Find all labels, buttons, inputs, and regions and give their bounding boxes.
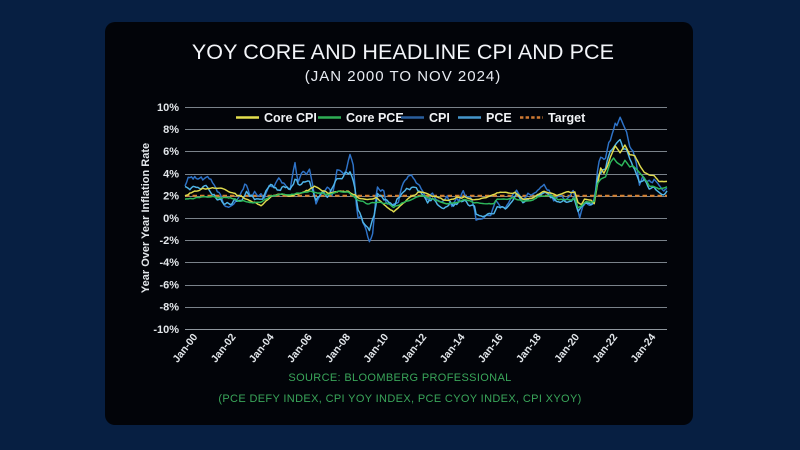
svg-text:Jan-00: Jan-00 xyxy=(170,331,200,365)
svg-text:Jan-02: Jan-02 xyxy=(209,331,239,365)
svg-text:Core CPI: Core CPI xyxy=(264,111,317,125)
svg-text:Year Over Year Inflation Rate: Year Over Year Inflation Rate xyxy=(140,143,152,293)
svg-text:Jan-16: Jan-16 xyxy=(476,331,506,365)
svg-text:Jan-12: Jan-12 xyxy=(399,331,429,365)
svg-text:4%: 4% xyxy=(163,168,179,180)
svg-text:2%: 2% xyxy=(163,191,179,203)
svg-text:8%: 8% xyxy=(163,124,179,136)
svg-text:Jan-04: Jan-04 xyxy=(247,331,277,365)
svg-text:-4%: -4% xyxy=(159,257,179,269)
svg-text:CPI: CPI xyxy=(429,111,450,125)
svg-text:Jan-10: Jan-10 xyxy=(361,331,391,365)
svg-text:PCE: PCE xyxy=(486,111,512,125)
svg-text:Jan-22: Jan-22 xyxy=(590,331,620,365)
svg-text:Target: Target xyxy=(548,111,586,125)
svg-text:Jan-18: Jan-18 xyxy=(514,331,544,365)
svg-text:Jan-20: Jan-20 xyxy=(552,331,582,365)
svg-text:Jan-24: Jan-24 xyxy=(628,331,658,365)
svg-text:Jan-06: Jan-06 xyxy=(285,331,315,365)
svg-text:Jan-08: Jan-08 xyxy=(323,331,353,365)
svg-text:6%: 6% xyxy=(163,146,179,158)
svg-text:0%: 0% xyxy=(163,213,179,225)
svg-text:-6%: -6% xyxy=(159,279,179,291)
svg-text:Jan-14: Jan-14 xyxy=(438,331,468,365)
svg-text:10%: 10% xyxy=(157,102,179,114)
svg-text:-2%: -2% xyxy=(159,235,179,247)
svg-text:-10%: -10% xyxy=(153,324,179,336)
svg-text:-8%: -8% xyxy=(159,302,179,314)
svg-text:Core PCE: Core PCE xyxy=(346,111,404,125)
